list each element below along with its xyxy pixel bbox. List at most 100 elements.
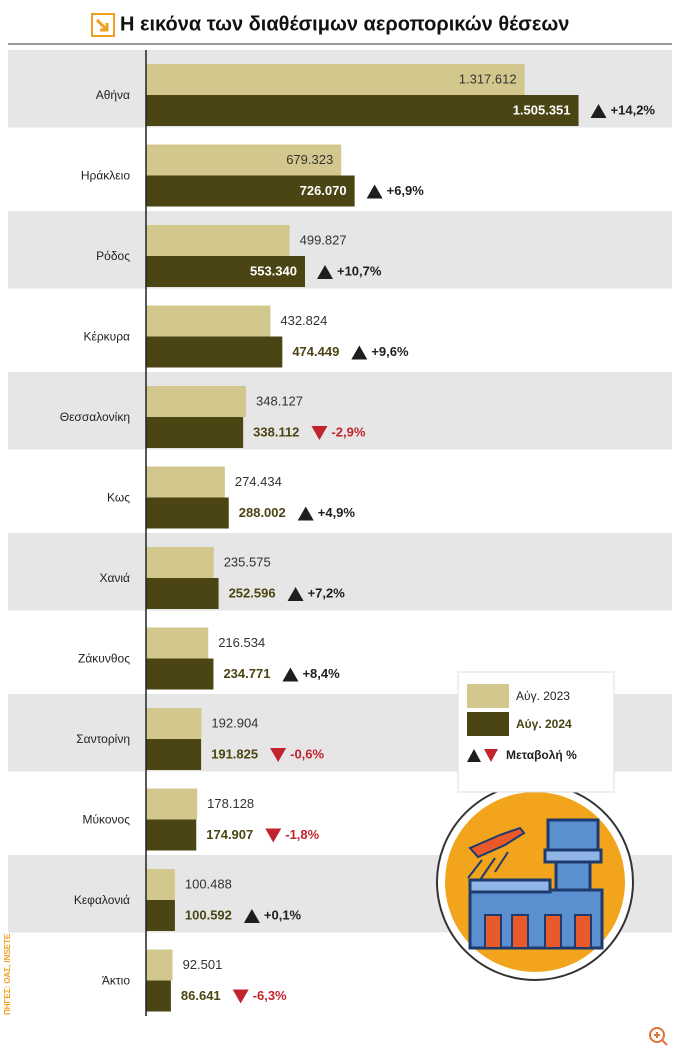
bar-2023 — [146, 788, 198, 820]
value-label-2024: 86.641 — [181, 988, 221, 1003]
value-label-2024: 553.340 — [250, 263, 297, 278]
change-label: +10,7% — [337, 263, 382, 278]
change-label: +14,2% — [611, 102, 656, 117]
category-label: Κέρκυρα — [83, 330, 130, 344]
value-label-2024: 288.002 — [239, 505, 286, 520]
bar-2023 — [146, 225, 290, 256]
change-down-marker — [270, 748, 287, 762]
change-label: +6,9% — [387, 183, 425, 198]
bar-2023 — [146, 64, 525, 95]
change-down-marker — [311, 426, 328, 440]
value-label-2023: 679.323 — [286, 152, 333, 167]
bar-2024 — [146, 980, 171, 1012]
category-label: Ρόδος — [96, 249, 130, 263]
change-label: -2,9% — [331, 424, 365, 439]
bar-2023 — [146, 466, 225, 498]
change-label: +4,9% — [318, 505, 356, 520]
bar-2024 — [146, 658, 214, 690]
value-label-2024: 100.592 — [185, 907, 232, 922]
change-label: -0,6% — [290, 746, 324, 761]
source: ΠΗΓΕΣ: ΟΑΣ, INSETE — [3, 933, 12, 1015]
bar-2023 — [146, 386, 247, 417]
value-label-2023: 216.534 — [218, 635, 265, 650]
bar-2024 — [146, 95, 579, 126]
change-up-marker — [316, 265, 333, 279]
change-label: +0,1% — [264, 907, 302, 922]
bar-2023 — [146, 547, 214, 578]
legend-swatch-down — [484, 749, 498, 762]
bar-2024 — [146, 336, 283, 368]
category-label: Ζάκυνθος — [78, 652, 130, 666]
bar-2023 — [146, 144, 342, 176]
value-label-2024: 252.596 — [229, 585, 276, 600]
change-up-marker — [243, 909, 260, 923]
bar-2023 — [146, 949, 173, 981]
value-label-2023: 100.488 — [185, 876, 232, 891]
change-label: -1,8% — [285, 827, 319, 842]
value-label-2023: 178.128 — [207, 796, 254, 811]
bar-2024 — [146, 819, 197, 851]
value-label-2024: 174.907 — [206, 827, 253, 842]
legend-swatch-up — [467, 749, 481, 762]
value-label-2023: 348.127 — [256, 393, 303, 408]
row-band — [8, 372, 672, 450]
value-label-2023: 1.317.612 — [459, 71, 517, 86]
category-label: Θεσσαλονίκη — [60, 410, 130, 424]
legend-label: Αύγ. 2024 — [516, 717, 572, 731]
bar-2024 — [146, 256, 305, 287]
value-label-2023: 499.827 — [300, 232, 347, 247]
value-label-2024: 726.070 — [300, 183, 347, 198]
value-label-2024: 1.505.351 — [513, 102, 571, 117]
category-label: Ηράκλειο — [81, 169, 130, 183]
value-label-2023: 235.575 — [224, 554, 271, 569]
change-label: -6,3% — [253, 988, 287, 1003]
category-label: Αθήνα — [96, 88, 130, 102]
row-band — [8, 211, 672, 289]
change-label: +8,4% — [302, 666, 340, 681]
change-up-marker — [287, 587, 304, 601]
bar-2023 — [146, 627, 209, 659]
legend-swatch — [467, 712, 509, 736]
value-label-2023: 274.434 — [235, 474, 282, 489]
bar-2024 — [146, 578, 219, 609]
bar-2024 — [146, 900, 175, 931]
bar-2023 — [146, 708, 202, 739]
value-label-2024: 338.112 — [253, 424, 299, 439]
change-up-marker — [297, 506, 314, 521]
change-down-marker — [265, 828, 282, 843]
change-label: +7,2% — [308, 585, 346, 600]
category-label: Κεφαλονιά — [74, 893, 130, 907]
change-label: +9,6% — [371, 344, 409, 359]
bar-2024 — [146, 497, 229, 529]
legend-label: Μεταβολή % — [506, 748, 577, 762]
bar-2024 — [146, 175, 355, 207]
bar-2023 — [146, 305, 271, 337]
value-label-2024: 234.771 — [223, 666, 270, 681]
bar-2023 — [146, 869, 175, 900]
row-band — [8, 533, 672, 611]
category-label: Χανιά — [99, 571, 130, 585]
value-label-2023: 92.501 — [183, 957, 223, 972]
bars: Αθήνα 1.317.612 1.505.351 +14,2% Ηράκλειο 679… — [60, 64, 656, 1012]
change-up-marker — [282, 667, 299, 682]
legend: Αύγ. 2023 Αύγ. 2024 Μεταβολή % — [457, 671, 615, 793]
bar-2024 — [146, 417, 244, 448]
change-up-marker — [366, 184, 383, 199]
legend-swatch — [467, 684, 509, 708]
category-label: Κως — [107, 491, 130, 505]
category-label: Μύκονος — [82, 813, 130, 827]
value-label-2024: 191.825 — [211, 746, 258, 761]
illustration — [436, 783, 634, 981]
value-label-2023: 192.904 — [211, 715, 258, 730]
bar-2024 — [146, 739, 202, 770]
change-down-marker — [232, 989, 249, 1004]
category-label: Σαντορίνη — [76, 732, 130, 746]
legend-label: Αύγ. 2023 — [516, 689, 570, 703]
title-arrow — [95, 18, 109, 32]
change-up-marker — [590, 104, 607, 118]
zoom-icon[interactable] — [649, 1027, 668, 1046]
value-label-2024: 474.449 — [292, 344, 339, 359]
value-label-2023: 432.824 — [280, 313, 327, 328]
chart-title: Η εικόνα των διαθέσιμων αεροπορικών θέσε… — [120, 13, 569, 35]
